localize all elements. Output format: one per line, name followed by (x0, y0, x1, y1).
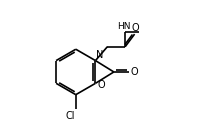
Text: Cl: Cl (65, 111, 75, 121)
Text: O: O (131, 67, 139, 77)
Text: N: N (97, 50, 104, 60)
Text: O: O (131, 23, 139, 33)
Text: HN: HN (117, 22, 131, 31)
Text: O: O (97, 80, 105, 90)
